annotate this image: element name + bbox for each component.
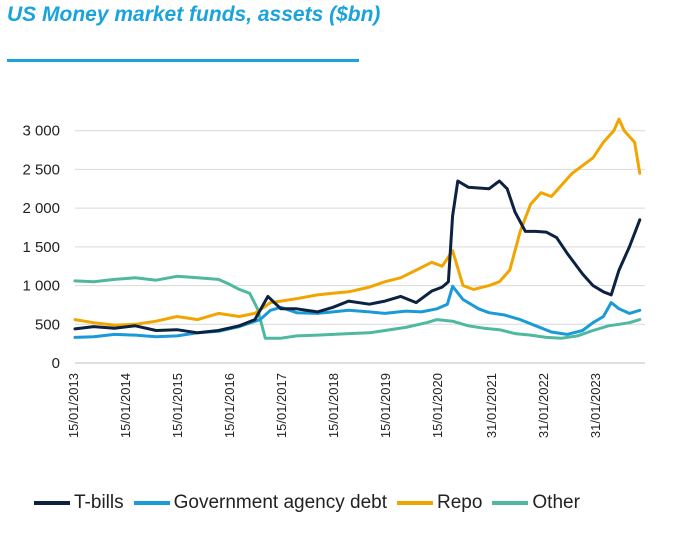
y-tick-label: 2 000	[22, 200, 60, 217]
y-axis-ticks: 0 500 1 000 1 500 2 000 2 500 3 000	[22, 123, 60, 372]
x-tick-label: 31/01/2023	[588, 373, 603, 438]
legend-item: Repo	[396, 492, 483, 514]
y-tick-label: 3 000	[22, 123, 60, 140]
x-tick-label: 15/01/2017	[274, 373, 289, 438]
legend-label: Other	[532, 492, 580, 513]
legend-swatch	[133, 501, 170, 505]
y-tick-label: 0	[52, 355, 60, 372]
legend-swatch	[492, 501, 529, 505]
title-underline	[7, 59, 359, 62]
y-tick-label: 1 500	[22, 239, 60, 256]
series-line-repo	[73, 117, 642, 327]
y-tick-label: 500	[35, 316, 60, 333]
x-tick-label: 31/01/2022	[536, 373, 551, 438]
x-axis-ticks: 15/01/2013 15/01/2014 15/01/2015 15/01/2016…	[66, 373, 603, 438]
x-tick-label: 31/01/2021	[484, 373, 499, 438]
series-lines	[73, 117, 642, 340]
legend-item: Government agency debt	[133, 492, 387, 514]
x-tick-label: 15/01/2016	[222, 373, 237, 438]
x-tick-label: 15/01/2018	[326, 373, 341, 438]
x-tick-label: 15/01/2015	[170, 373, 185, 438]
gridlines	[75, 130, 645, 325]
x-tick-label: 15/01/2019	[378, 373, 393, 438]
legend-item: T-bills	[34, 492, 124, 514]
legend-label: T-bills	[74, 492, 124, 513]
series-line-other	[73, 274, 642, 340]
legend-label: Repo	[436, 492, 483, 513]
legend: T-bills Government agency debt Repo Other	[34, 492, 590, 514]
chart-title: US Money market funds, assets ($bn)	[7, 3, 381, 26]
y-tick-label: 2 500	[22, 161, 60, 178]
x-tick-label: 15/01/2014	[118, 373, 133, 438]
legend-item: Other	[492, 492, 580, 514]
series-line-t-bills	[73, 179, 642, 335]
legend-label: Government agency debt	[173, 492, 387, 513]
x-tick-label: 15/01/2020	[430, 373, 445, 438]
y-tick-label: 1 000	[22, 278, 60, 295]
legend-swatch	[396, 501, 433, 505]
legend-swatch	[34, 501, 70, 505]
x-tick-label: 15/01/2013	[66, 373, 81, 438]
